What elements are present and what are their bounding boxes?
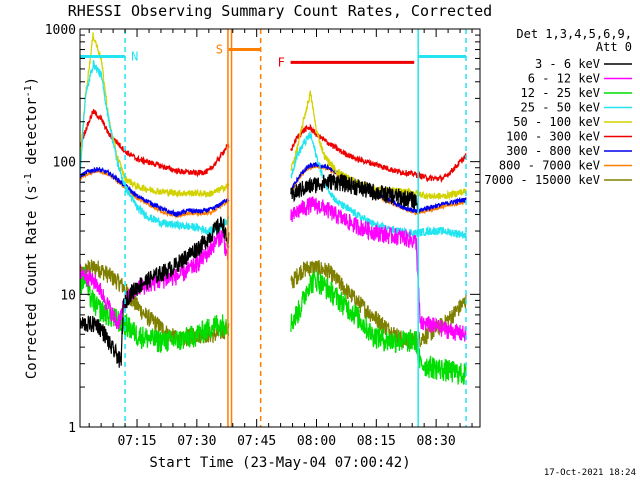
legend-label-4: 50 - 100 keV	[513, 115, 600, 129]
y-label-mid: detector	[24, 97, 40, 173]
y-label-main: Corrected Count Rate (s	[24, 185, 40, 379]
flag-label-S-2: S	[216, 43, 223, 57]
series-line-6-to-12keV-part1	[80, 230, 230, 330]
series-line-25-to-50keV-part1	[80, 60, 230, 236]
plot-area: N SF	[80, 29, 467, 427]
legend-label-6: 300 - 800 keV	[506, 144, 600, 158]
x-axis-label: Start Time (23-May-04 07:00:42)	[149, 455, 410, 471]
legend-label-5: 100 - 300 keV	[506, 130, 600, 144]
y-label-end: )	[24, 77, 40, 85]
series-line-50-to-100keV-part1	[80, 32, 230, 199]
series-line-3-to-6keV-part1	[80, 216, 230, 368]
x-tick-label-1: 07:30	[177, 434, 216, 449]
legend-label-3: 25 - 50 keV	[521, 101, 600, 115]
legend-label-1: 6 - 12 keV	[528, 72, 600, 86]
plot-frame	[79, 28, 481, 428]
x-tick-label-4: 08:15	[357, 434, 396, 449]
legend-label-0: 3 - 6 keV	[535, 57, 600, 71]
series-line-100-to-300keV-part1	[80, 109, 230, 178]
y-label-sup2: -1	[23, 85, 34, 97]
y-tick-label-10: 10	[60, 288, 76, 303]
y-tick-label-100: 100	[53, 156, 76, 171]
x-tick-label-0: 07:15	[117, 434, 156, 449]
x-tick-label-2: 07:45	[237, 434, 276, 449]
flag-label-N-1: N	[131, 50, 138, 64]
flag-label-F-3: F	[278, 55, 285, 69]
series-line-100-to-300keV-part2	[290, 123, 467, 183]
footer-timestamp: 17-Oct-2021 18:24	[544, 468, 636, 478]
y-label-sup1: -1	[23, 173, 34, 185]
legend-header-detectors: Det 1,3,4,5,6,9,	[516, 27, 632, 41]
series-line-300-to-800keV-part1	[80, 166, 230, 218]
chart-title: RHESSI Observing Summary Count Rates, Co…	[68, 2, 492, 20]
x-tick-label-5: 08:30	[417, 434, 456, 449]
plot-clip-group	[80, 29, 467, 427]
legend-label-8: 7000 - 15000 keV	[484, 173, 600, 187]
axes: 1 10 100 1000 07:15 07:30 07:45 08:00 08:15 08:30	[45, 23, 480, 449]
legend-header-attenuator: Att 0	[596, 40, 632, 54]
series-line-800-to-7000keV-part1	[80, 168, 230, 219]
x-tick-label-3: 08:00	[297, 434, 336, 449]
y-axis-label: Corrected Count Rate (s-1 detector-1)	[23, 77, 40, 379]
series-line-12-to-25keV-part1	[80, 266, 230, 353]
series-line-3-to-6keV-part2	[290, 172, 419, 210]
legend-label-2: 12 - 25 keV	[521, 86, 600, 100]
series-line-12-to-25keV-part2	[290, 271, 467, 385]
y-tick-label-1000: 1000	[45, 23, 76, 38]
y-tick-label-1: 1	[68, 421, 76, 436]
legend-label-7: 800 - 7000 keV	[499, 159, 600, 173]
series-line-6-to-12keV-part2	[290, 196, 467, 342]
